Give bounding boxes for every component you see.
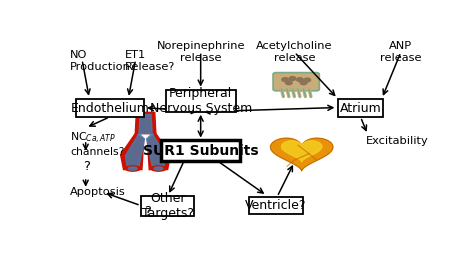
Polygon shape (135, 112, 156, 134)
Text: Atrium: Atrium (339, 102, 382, 115)
Text: Acetylcholine
release: Acetylcholine release (256, 42, 333, 63)
Text: Ventricle?: Ventricle? (245, 199, 307, 212)
Circle shape (282, 78, 289, 81)
FancyBboxPatch shape (337, 100, 383, 117)
Polygon shape (120, 134, 144, 170)
Circle shape (297, 78, 303, 81)
Polygon shape (147, 134, 171, 170)
Circle shape (289, 77, 296, 80)
Text: Excitability: Excitability (366, 136, 429, 146)
Text: Norepinephrine
release: Norepinephrine release (156, 42, 245, 63)
Text: Peripheral
Nervous System: Peripheral Nervous System (150, 87, 252, 115)
FancyBboxPatch shape (76, 100, 144, 117)
Text: ?: ? (144, 205, 151, 218)
Polygon shape (282, 141, 322, 162)
Polygon shape (271, 138, 333, 171)
FancyBboxPatch shape (166, 90, 236, 112)
Ellipse shape (154, 167, 163, 170)
Ellipse shape (151, 166, 166, 171)
Ellipse shape (125, 166, 140, 171)
Text: ?: ? (83, 160, 90, 173)
Polygon shape (146, 134, 166, 166)
Text: SUR1 Subunits: SUR1 Subunits (143, 144, 258, 158)
Ellipse shape (128, 167, 137, 170)
FancyBboxPatch shape (249, 197, 302, 214)
Text: Endothelium: Endothelium (71, 102, 149, 115)
Text: ET1
Release?: ET1 Release? (125, 50, 175, 72)
Text: Apoptosis: Apoptosis (70, 187, 126, 197)
Polygon shape (125, 134, 145, 166)
FancyBboxPatch shape (273, 73, 319, 91)
Polygon shape (139, 114, 152, 134)
Circle shape (285, 81, 292, 85)
Text: NC$_{Ca,ATP}$
channels?: NC$_{Ca,ATP}$ channels? (70, 130, 125, 157)
Text: NO
Production?: NO Production? (70, 50, 137, 72)
Text: ANP
release: ANP release (380, 42, 422, 63)
Circle shape (304, 78, 310, 82)
FancyBboxPatch shape (161, 141, 240, 161)
Circle shape (300, 81, 307, 85)
Text: Other
Targets?: Other Targets? (142, 192, 193, 219)
FancyBboxPatch shape (141, 196, 194, 216)
